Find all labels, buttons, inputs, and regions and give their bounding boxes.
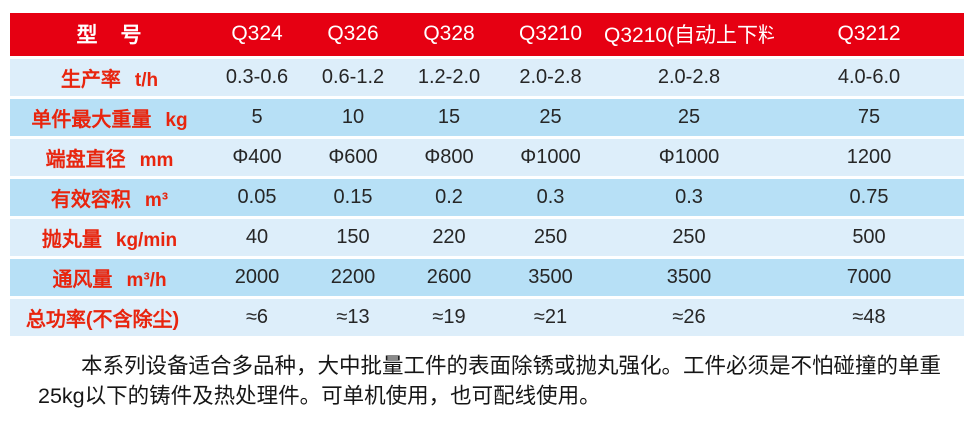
cell-value: 0.2 — [401, 177, 497, 219]
row-label-text: 端盘直径 — [45, 148, 126, 171]
row-label: 抛丸量 kg/min — [10, 217, 209, 259]
row-unit-text: m³ — [144, 189, 169, 211]
cell-value: ≈26 — [604, 297, 774, 339]
row-label: 单件最大重量 kg — [10, 97, 209, 139]
header-model-q3212: Q3212 — [774, 13, 964, 59]
row-label-text: 抛丸量 — [41, 228, 102, 251]
cell-value: 3500 — [604, 257, 774, 299]
row-unit-text: mm — [139, 149, 174, 171]
table-header-row: 型 号 Q324 Q326 Q328 Q3210 Q3210(自动上下料) Q3… — [10, 13, 964, 59]
cell-value: 2600 — [401, 257, 497, 299]
row-label-text: 通风量 — [52, 268, 113, 291]
cell-value: ≈13 — [305, 297, 401, 339]
cell-value: 25 — [497, 97, 604, 139]
cell-value: 4.0-6.0 — [774, 57, 964, 99]
row-label-text: 总功率(不含除尘) — [25, 308, 180, 331]
table-row-total-power: 总功率(不含除尘) ≈6 ≈13 ≈19 ≈21 ≈26 ≈48 — [10, 297, 964, 339]
cell-value: ≈48 — [774, 297, 964, 339]
row-label: 生产率 t/h — [10, 57, 209, 99]
cell-value: 500 — [774, 217, 964, 259]
cell-value: 150 — [305, 217, 401, 259]
cell-value: Φ1000 — [497, 137, 604, 179]
cell-value: 10 — [305, 97, 401, 139]
row-label-text: 生产率 — [60, 68, 121, 91]
cell-value: 0.15 — [305, 177, 401, 219]
table-row-productivity: 生产率 t/h 0.3-0.6 0.6-1.2 1.2-2.0 2.0-2.8 2… — [10, 57, 964, 99]
cell-value: 5 — [209, 97, 305, 139]
row-label: 有效容积 m³ — [10, 177, 209, 219]
row-label-text: 单件最大重量 — [31, 108, 152, 131]
cell-value: 0.3-0.6 — [209, 57, 305, 99]
cell-value: Φ1000 — [604, 137, 774, 179]
header-model-q326: Q326 — [305, 13, 401, 59]
table-row-shot-flow: 抛丸量 kg/min 40 150 220 250 250 500 — [10, 217, 964, 259]
cell-value: ≈19 — [401, 297, 497, 339]
header-model-q328: Q328 — [401, 13, 497, 59]
row-unit-text: t/h — [134, 69, 159, 91]
cell-value: 0.05 — [209, 177, 305, 219]
cell-value: 0.75 — [774, 177, 964, 219]
cell-value: Φ800 — [401, 137, 497, 179]
row-label: 总功率(不含除尘) — [10, 297, 209, 339]
row-label-text: 有效容积 — [50, 188, 131, 211]
cell-value: 2.0-2.8 — [497, 57, 604, 99]
cell-value: 250 — [497, 217, 604, 259]
header-model-q3210: Q3210 — [497, 13, 604, 59]
cell-value: 2.0-2.8 — [604, 57, 774, 99]
row-label: 端盘直径 mm — [10, 137, 209, 179]
cell-value: 15 — [401, 97, 497, 139]
cell-value: 1200 — [774, 137, 964, 179]
cell-value: 0.3 — [604, 177, 774, 219]
cell-value: 7000 — [774, 257, 964, 299]
description-paragraph: 本系列设备适合多品种，大中批量工件的表面除锈或抛丸强化。工件必须是不怕碰撞的单重… — [38, 354, 942, 408]
cell-value: 0.6-1.2 — [305, 57, 401, 99]
cell-value: 2200 — [305, 257, 401, 299]
cell-value: 250 — [604, 217, 774, 259]
cell-value: Φ600 — [305, 137, 401, 179]
cell-value: Φ400 — [209, 137, 305, 179]
table-row-effective-volume: 有效容积 m³ 0.05 0.15 0.2 0.3 0.3 0.75 — [10, 177, 964, 219]
table-row-ventilation: 通风量 m³/h 2000 2200 2600 3500 3500 7000 — [10, 257, 964, 299]
cell-value: ≈6 — [209, 297, 305, 339]
cell-value: 0.3 — [497, 177, 604, 219]
cell-value: 3500 — [497, 257, 604, 299]
row-unit-text: m³/h — [126, 269, 167, 291]
header-model-q3210-auto: Q3210(自动上下料) — [604, 13, 774, 59]
row-unit-text: kg/min — [115, 229, 178, 251]
spec-table: 型 号 Q324 Q326 Q328 Q3210 Q3210(自动上下料) Q3… — [10, 13, 964, 339]
cell-value: 75 — [774, 97, 964, 139]
row-unit-text: kg — [165, 109, 188, 131]
table-row-disc-diameter: 端盘直径 mm Φ400 Φ600 Φ800 Φ1000 Φ1000 1200 — [10, 137, 964, 179]
cell-value: 40 — [209, 217, 305, 259]
row-label: 通风量 m³/h — [10, 257, 209, 299]
cell-value: 1.2-2.0 — [401, 57, 497, 99]
cell-value: 25 — [604, 97, 774, 139]
cell-value: 2000 — [209, 257, 305, 299]
table-row-max-piece-weight: 单件最大重量 kg 5 10 15 25 25 75 — [10, 97, 964, 139]
cell-value: ≈21 — [497, 297, 604, 339]
cell-value: 220 — [401, 217, 497, 259]
header-model-q324: Q324 — [209, 13, 305, 59]
header-model-title: 型 号 — [10, 13, 209, 59]
